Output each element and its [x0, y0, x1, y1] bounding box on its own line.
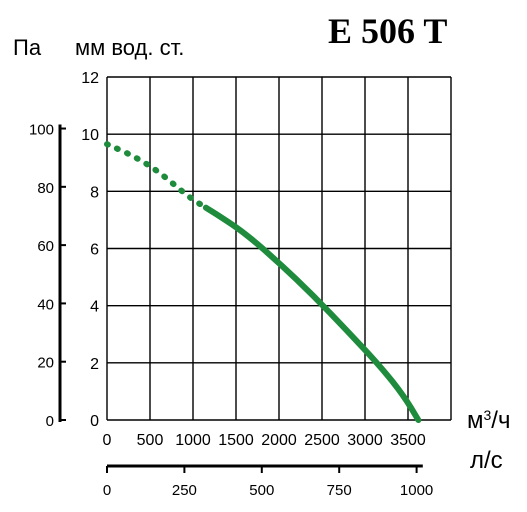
- series-0-dotted-segment: [104, 141, 209, 211]
- x-axis-ticks: 0 500 1000 1500 2000 2500 3000 3500: [103, 432, 426, 449]
- ls-tick-label: 1000: [400, 482, 433, 499]
- mm-unit-label: мм вод. ст.: [75, 35, 184, 60]
- pa-tick-label: 80: [37, 180, 54, 197]
- x-tick-label: 2500: [304, 432, 340, 449]
- x-tick-label: 1000: [175, 432, 211, 449]
- series-layer: [104, 141, 422, 423]
- y-tick-label: 2: [90, 356, 99, 373]
- pa-tick-label: 100: [29, 122, 54, 139]
- series-0-solid-segment: [202, 204, 422, 423]
- pa-axis: 0 20 40 60 80 100: [29, 122, 66, 430]
- pa-tick-label: 40: [37, 296, 54, 313]
- ls-tick-label: 750: [327, 482, 352, 499]
- x-tick-label: 0: [103, 432, 112, 449]
- y-tick-label: 4: [90, 299, 99, 316]
- y-tick-label: 8: [90, 184, 99, 201]
- y-tick-label: 6: [90, 242, 99, 259]
- y-tick-label: 10: [81, 127, 99, 144]
- x-tick-label: 3000: [347, 432, 383, 449]
- ls-tick-label: 0: [103, 482, 111, 499]
- ls-tick-label: 250: [172, 482, 197, 499]
- ls-tick-label: 500: [249, 482, 274, 499]
- x-tick-label: 500: [137, 432, 164, 449]
- ls-axis: 0 250 500 750 1000: [103, 464, 433, 499]
- y-tick-label: 0: [90, 413, 99, 430]
- y-axis-ticks: 0 2 4 6 8 10 12: [81, 70, 99, 430]
- grid: [106, 76, 452, 421]
- chart-title: E 506 T: [328, 11, 447, 51]
- pa-tick-label: 60: [37, 238, 54, 255]
- x-tick-label: 3500: [390, 432, 426, 449]
- x-tick-label: 1500: [218, 432, 254, 449]
- x2-unit-label: л/с: [470, 447, 503, 474]
- x-tick-label: 2000: [261, 432, 297, 449]
- pa-tick-label: 0: [46, 413, 54, 430]
- pa-tick-label: 20: [37, 355, 54, 372]
- y-tick-label: 12: [81, 70, 99, 87]
- x-unit-label: м3/ч: [467, 407, 510, 434]
- pa-unit-label: Па: [13, 35, 42, 60]
